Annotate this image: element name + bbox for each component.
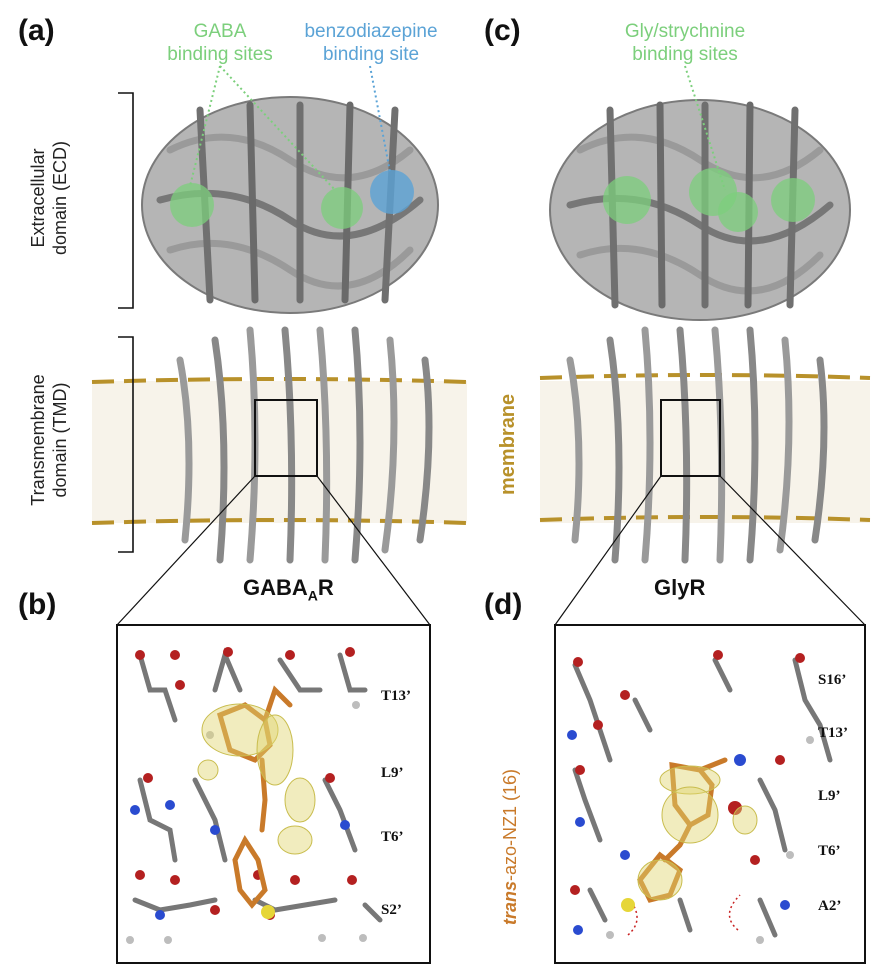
- ecd-label-line1: Extracellular: [28, 148, 48, 248]
- gly-site-marker-1: [603, 176, 651, 224]
- ecd-bracket: [118, 92, 134, 309]
- ligand-label: trans-azo-NZ1 (16): [500, 769, 521, 925]
- gly-label-line2: binding sites: [632, 44, 738, 65]
- residue-label-d-t6: T6’: [818, 843, 841, 859]
- gly-site-marker-3: [718, 192, 758, 232]
- tmd-bracket: [118, 336, 134, 553]
- panel-label-c: (c): [484, 14, 521, 47]
- residue-atoms-b: [126, 647, 383, 944]
- gaba-label-line2: binding sites: [167, 44, 273, 65]
- glyr-title: GlyR: [654, 575, 706, 600]
- zoom-box-a: [254, 399, 318, 477]
- residue-label-d-a2: A2’: [818, 898, 842, 914]
- zoom-connectors: [116, 475, 866, 626]
- panel-label-d: (d): [484, 588, 523, 621]
- gaba-label-line1: GABA: [193, 21, 247, 42]
- ligand-label-rest: -azo-NZ1 (16): [500, 768, 520, 881]
- tmd-label-line1: Transmembrane: [28, 374, 48, 506]
- ligand-b: [216, 685, 293, 909]
- tmd-label-line2: domain (TMD): [50, 382, 70, 498]
- ecd-label-line2: domain (ECD): [50, 140, 70, 256]
- membrane-band-right: [540, 381, 870, 523]
- residue-label-d-s16: S16’: [818, 672, 847, 688]
- membrane-label: membrane: [497, 393, 519, 495]
- gabaar-title: GABAAR: [243, 575, 334, 603]
- residue-label-b-t6: T6’: [381, 829, 404, 845]
- residue-label-b-s2: S2’: [381, 902, 402, 918]
- gabaar-title-sub: A: [307, 587, 318, 604]
- ecd-label: Extracellular domain (ECD): [27, 108, 71, 288]
- bzd-label-line1: benzodiazepine: [304, 21, 438, 42]
- gabaar-protein: [141, 96, 439, 564]
- leader-lines-a: [189, 65, 391, 191]
- residue-label-b-t13: T13’: [381, 688, 411, 704]
- bzd-site-marker: [370, 170, 414, 214]
- gaba-binding-sites-label: GABA binding sites: [160, 20, 280, 66]
- residue-label-b-l9: L9’: [381, 765, 404, 781]
- panel-label-a: (a): [18, 14, 55, 47]
- residue-atoms-d: [567, 650, 833, 944]
- membrane-boundaries: [91, 373, 871, 525]
- zoom-box-c: [660, 399, 721, 477]
- gly-strychnine-binding-sites-label: Gly/strychnine binding sites: [610, 20, 760, 66]
- gabaar-title-main: GABA: [243, 575, 308, 600]
- panel-label-b: (b): [18, 588, 57, 621]
- gaba-site-marker-1: [170, 183, 214, 227]
- gly-site-marker-4: [771, 178, 815, 222]
- bzd-label-line2: binding site: [322, 44, 420, 65]
- tmd-label: Transmembrane domain (TMD): [27, 340, 71, 540]
- gly-label-line1: Gly/strychnine: [624, 21, 746, 42]
- gaba-site-marker-2: [321, 187, 363, 229]
- ligand-label-italic: trans: [500, 880, 520, 925]
- gabaar-title-end: R: [317, 575, 334, 600]
- benzodiazepine-binding-site-label: benzodiazepine binding site: [296, 20, 446, 66]
- residue-label-d-l9: L9’: [818, 788, 841, 804]
- membrane-band-left: [92, 381, 467, 523]
- residue-label-d-t13: T13’: [818, 725, 848, 741]
- leader-line-c: [684, 65, 726, 191]
